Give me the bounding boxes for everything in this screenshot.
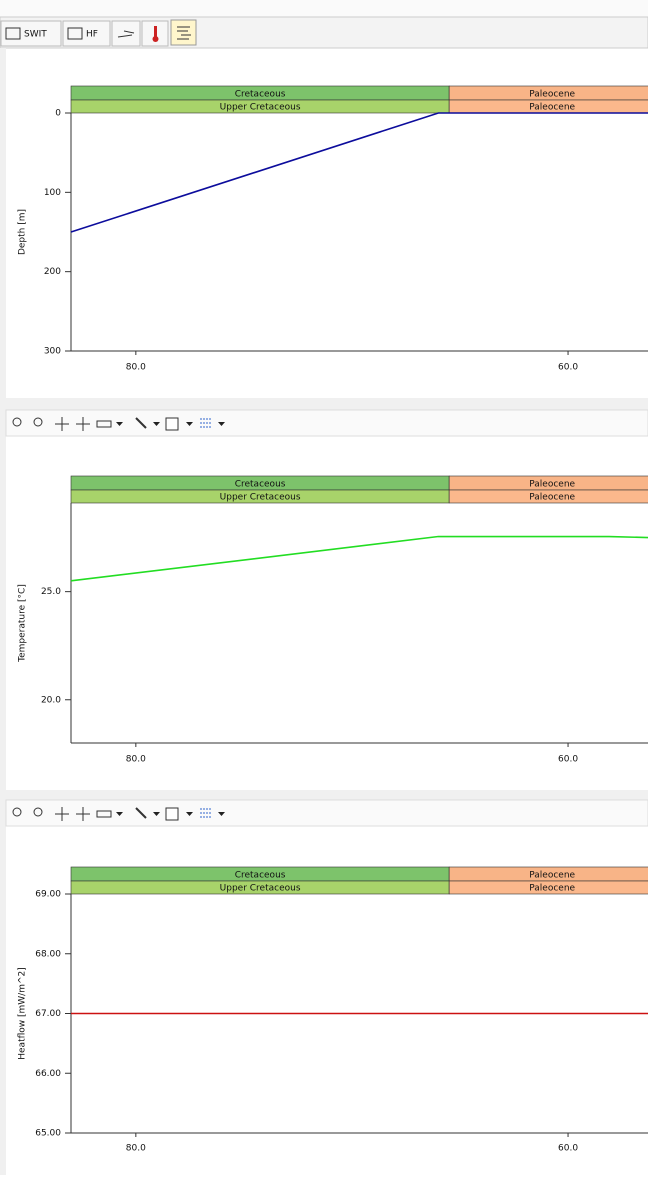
legend-icon <box>177 26 191 40</box>
chart-toolbar <box>5 799 648 827</box>
dropdown[interactable] <box>218 812 225 816</box>
zoom-out[interactable] <box>33 807 43 817</box>
thermo-icon <box>154 26 157 37</box>
dropdown[interactable] <box>186 812 193 816</box>
epoch-label: Upper Cretaceous <box>220 884 301 894</box>
pan[interactable] <box>55 417 69 431</box>
x-tick-label: 60.0 <box>558 755 578 765</box>
y-axis-label: Temperature [°C] <box>18 584 28 663</box>
y-tick-label: 69.00 <box>35 890 61 900</box>
epoch-label: Upper Cretaceous <box>220 103 301 113</box>
epoch-label: Paleocene <box>529 493 575 503</box>
epoch-label: Upper Cretaceous <box>220 493 301 503</box>
toolbar-icons <box>12 417 225 431</box>
legend-button[interactable] <box>170 19 197 46</box>
legend-style[interactable] <box>200 418 212 428</box>
x-tick-label: 80.0 <box>126 1144 146 1154</box>
y-axis-label: Depth [m] <box>18 209 28 255</box>
button-frame <box>111 20 141 47</box>
y-tick-label: 66.00 <box>35 1069 61 1079</box>
y-tick-label: 0 <box>55 109 61 119</box>
chart-toggle[interactable] <box>165 417 179 431</box>
data-line <box>70 112 648 233</box>
dropdown[interactable] <box>153 812 160 816</box>
separator <box>6 790 648 800</box>
period-label: Cretaceous <box>235 90 286 100</box>
period-label: Paleocene <box>529 90 575 100</box>
tool[interactable] <box>135 417 147 429</box>
chart-toggle[interactable] <box>165 807 179 821</box>
select[interactable] <box>96 810 112 818</box>
period-label: Cretaceous <box>235 480 286 490</box>
period-label: Cretaceous <box>235 871 286 881</box>
button-label: SWIT <box>24 30 47 40</box>
period-label: Paleocene <box>529 871 575 881</box>
tool[interactable] <box>135 807 147 819</box>
legend-style[interactable] <box>200 808 212 818</box>
crosshair[interactable] <box>76 807 90 821</box>
zoom-out[interactable] <box>33 417 43 427</box>
dropdown[interactable] <box>153 422 160 426</box>
button-label: HF <box>86 30 98 40</box>
separator <box>6 398 648 410</box>
button-frame <box>0 20 62 47</box>
x-tick-label: 60.0 <box>558 1144 578 1154</box>
button-frame <box>62 20 111 47</box>
y-tick-label: 25.0 <box>41 587 61 597</box>
pan[interactable] <box>55 807 69 821</box>
y-tick-label: 200 <box>44 267 61 277</box>
dropdown[interactable] <box>116 422 123 426</box>
curve-button[interactable] <box>111 20 141 47</box>
zoom-in[interactable] <box>12 417 22 427</box>
table-icon <box>67 27 83 40</box>
zoom-in[interactable] <box>12 807 22 817</box>
y-tick-label: 100 <box>44 188 61 198</box>
x-tick-label: 80.0 <box>126 755 146 765</box>
y-tick-label: 300 <box>44 347 61 357</box>
y-tick-label: 20.0 <box>41 695 61 705</box>
toolbar-icons <box>12 807 225 821</box>
table-icon <box>5 27 21 40</box>
dropdown[interactable] <box>218 422 225 426</box>
select[interactable] <box>96 420 112 428</box>
swit-button[interactable]: SWIT <box>0 20 62 47</box>
x-tick-label: 80.0 <box>126 363 146 373</box>
hf-button[interactable]: HF <box>62 20 111 47</box>
y-tick-label: 65.00 <box>35 1129 61 1139</box>
y-axis-label: Heatflow [mW/m^2] <box>18 967 28 1060</box>
y-tick-label: 68.00 <box>35 949 61 959</box>
crosshair[interactable] <box>76 417 90 431</box>
curve-icon <box>117 30 135 38</box>
chart-toolbar <box>5 409 648 437</box>
top-strip <box>0 0 648 17</box>
x-tick-label: 60.0 <box>558 363 578 373</box>
left-ruler <box>0 48 6 1175</box>
thermo-button[interactable] <box>141 20 169 47</box>
dropdown[interactable] <box>186 422 193 426</box>
epoch-label: Paleocene <box>529 103 575 113</box>
button-frame <box>170 19 197 46</box>
period-label: Paleocene <box>529 480 575 490</box>
y-tick-label: 67.00 <box>35 1009 61 1019</box>
dropdown[interactable] <box>116 812 123 816</box>
epoch-label: Paleocene <box>529 884 575 894</box>
thermo-bulb <box>152 36 159 42</box>
data-line <box>70 535 648 582</box>
